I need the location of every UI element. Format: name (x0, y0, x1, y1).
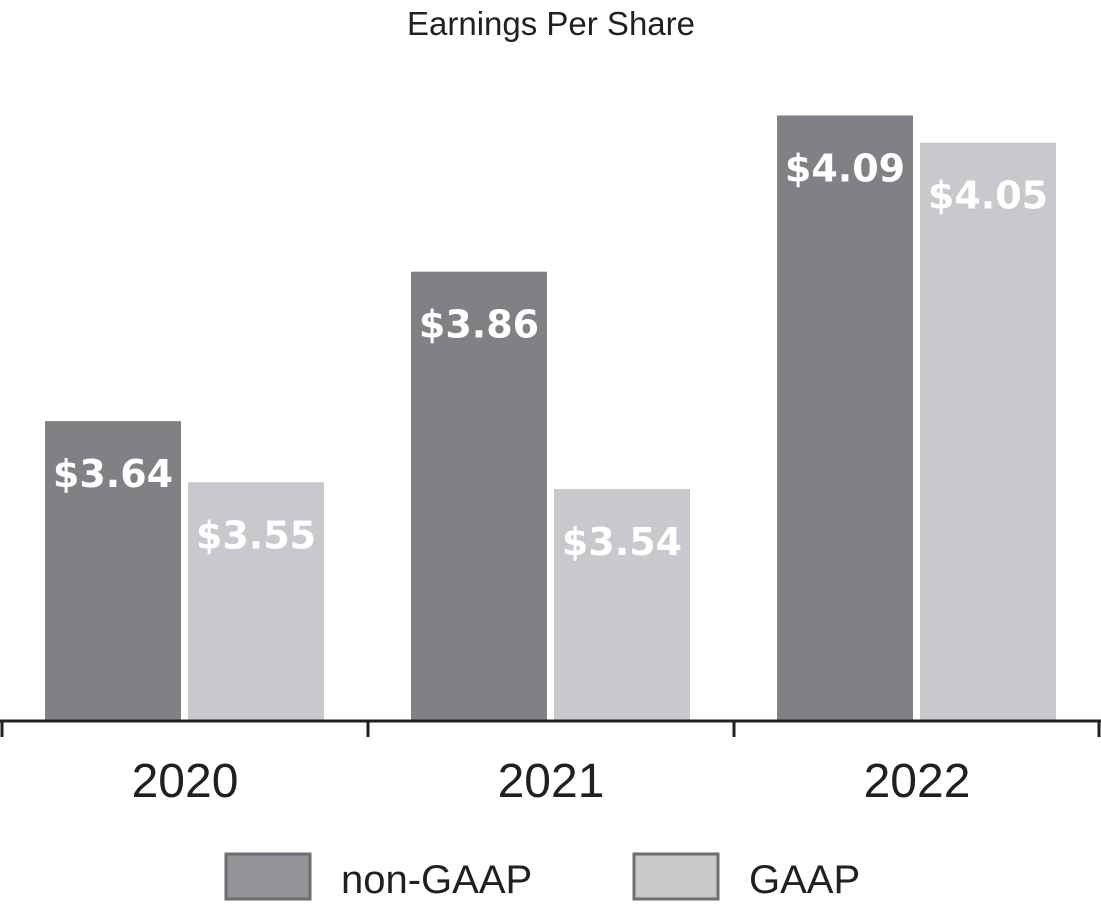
value-label: $3.86 (419, 303, 539, 347)
value-label: $4.05 (928, 174, 1048, 218)
bar-non-gaap-2020 (45, 421, 181, 720)
chart-title: Earnings Per Share (407, 5, 695, 42)
value-label: $4.09 (785, 146, 905, 190)
legend-swatch-gaap (632, 852, 720, 901)
bar-gaap-2021 (554, 489, 690, 720)
legend-swatch-non-gaap (224, 852, 312, 901)
bar-gaap-2022 (920, 142, 1056, 721)
value-label: $3.55 (196, 513, 316, 557)
x-tick-label: 2021 (498, 755, 605, 808)
bar-non-gaap-2021 (411, 271, 547, 720)
value-label: $3.64 (53, 452, 173, 496)
value-label: $3.54 (562, 520, 682, 564)
legend-label-gaap: GAAP (749, 858, 860, 902)
x-tick-label: 2022 (864, 755, 971, 808)
bar-gaap-2020 (188, 482, 324, 720)
x-tick-label: 2020 (132, 755, 239, 808)
legend-label-non-gaap: non-GAAP (341, 858, 532, 902)
bar-non-gaap-2022 (777, 115, 913, 721)
